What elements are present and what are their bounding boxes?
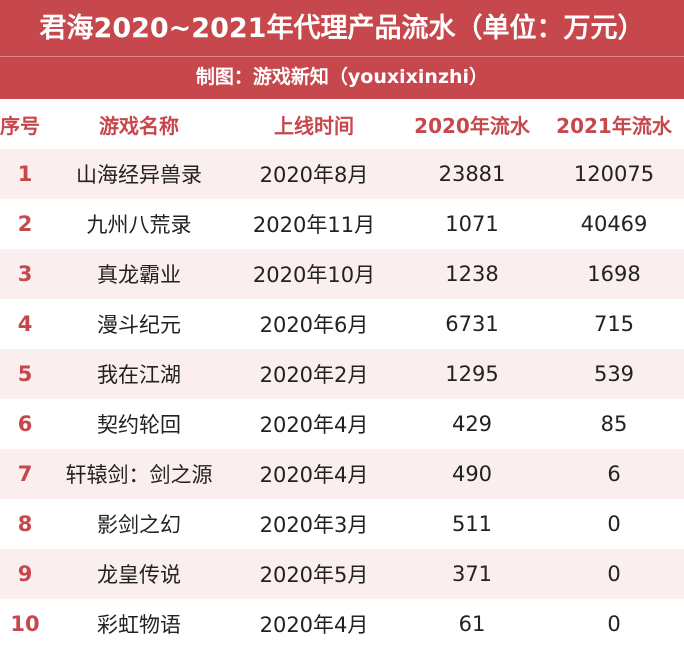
column-header-launch-date: 上线时间 <box>274 113 354 138</box>
table-row: 5 我在江湖 2020年2月 1295 539 <box>0 349 684 399</box>
cell-revenue-2021: 6 <box>544 449 684 499</box>
page-subtitle: 制图：游戏新知（youxixinzhi） <box>195 66 489 88</box>
cell-game-name: 影剑之幻 <box>97 513 181 537</box>
cell-revenue-2021: 715 <box>593 312 635 336</box>
table-header-row: 序号 游戏名称 上线时间 2020年流水 2021年流水 <box>0 99 684 149</box>
cell-rank: 7 <box>0 449 50 499</box>
column-header-revenue-2021: 2021年流水 <box>556 113 672 138</box>
cell-revenue-2021: 0 <box>607 512 621 536</box>
table-body: 1 山海经异兽录 2020年8月 23881 120075 2 九州八荒录 2020年11月 1… <box>0 149 684 649</box>
table-row: 6 契约轮回 2020年4月 429 85 <box>0 399 684 449</box>
cell-revenue-2021: 0 <box>544 549 684 599</box>
cell-game-name: 我在江湖 <box>50 349 228 399</box>
cell-revenue-2021: 1698 <box>544 249 684 299</box>
cell-revenue-2020: 371 <box>400 549 544 599</box>
cell-launch-date: 2020年6月 <box>259 313 369 337</box>
cell-launch-date: 2020年4月 <box>228 449 400 499</box>
cell-revenue-2021: 120075 <box>544 149 684 199</box>
table-row: 3 真龙霸业 2020年10月 1238 1698 <box>0 249 684 299</box>
cell-rank: 5 <box>0 349 50 399</box>
cell-revenue-2020: 429 <box>451 412 493 436</box>
cell-revenue-2020: 1071 <box>445 212 499 236</box>
cell-revenue-2021: 40469 <box>580 212 648 236</box>
cell-revenue-2021: 85 <box>600 412 628 436</box>
cell-rank: 2 <box>17 212 33 236</box>
cell-launch-date: 2020年2月 <box>228 349 400 399</box>
cell-revenue-2020: 61 <box>458 612 486 636</box>
cell-rank: 9 <box>0 549 50 599</box>
cell-revenue-2020: 23881 <box>400 149 544 199</box>
table-row: 9 龙皇传说 2020年5月 371 0 <box>0 549 684 599</box>
cell-revenue-2021: 0 <box>607 612 621 636</box>
cell-game-name: 真龙霸业 <box>50 249 228 299</box>
column-header-game-name: 游戏名称 <box>99 113 179 138</box>
cell-rank: 1 <box>0 149 50 199</box>
table-row: 2 九州八荒录 2020年11月 1071 40469 <box>0 199 684 249</box>
cell-launch-date: 2020年11月 <box>252 213 376 237</box>
cell-launch-date: 2020年5月 <box>228 549 400 599</box>
cell-revenue-2020: 6731 <box>445 312 499 336</box>
column-header-revenue-2020: 2020年流水 <box>414 113 530 138</box>
cell-launch-date: 2020年8月 <box>228 149 400 199</box>
cell-rank: 3 <box>0 249 50 299</box>
cell-game-name: 山海经异兽录 <box>50 149 228 199</box>
header-banner: 君海2020~2021年代理产品流水（单位：万元） 制图：游戏新知（youxix… <box>0 0 684 99</box>
cell-rank: 8 <box>17 512 33 536</box>
table-row: 8 影剑之幻 2020年3月 511 0 <box>0 499 684 549</box>
cell-revenue-2020: 511 <box>451 512 493 536</box>
cell-rank: 4 <box>17 312 33 336</box>
cell-launch-date: 2020年4月 <box>259 613 369 637</box>
cell-launch-date: 2020年4月 <box>259 413 369 437</box>
cell-revenue-2020: 1238 <box>400 249 544 299</box>
column-header-rank: 序号 <box>0 113 40 138</box>
cell-revenue-2021: 539 <box>544 349 684 399</box>
cell-game-name: 龙皇传说 <box>50 549 228 599</box>
table-row: 7 轩辕剑：剑之源 2020年4月 490 6 <box>0 449 684 499</box>
cell-launch-date: 2020年10月 <box>228 249 400 299</box>
table-row: 10 彩虹物语 2020年4月 61 0 <box>0 599 684 649</box>
page-title: 君海2020~2021年代理产品流水（单位：万元） <box>39 13 645 44</box>
cell-game-name: 九州八荒录 <box>86 213 192 237</box>
revenue-table: 序号 游戏名称 上线时间 2020年流水 2021年流水 1 山海经异兽录 2020… <box>0 99 684 649</box>
cell-rank: 10 <box>10 612 40 636</box>
header-divider <box>0 56 684 57</box>
table-row: 1 山海经异兽录 2020年8月 23881 120075 <box>0 149 684 199</box>
cell-revenue-2020: 1295 <box>400 349 544 399</box>
cell-game-name: 漫斗纪元 <box>97 313 181 337</box>
cell-game-name: 契约轮回 <box>97 413 181 437</box>
cell-revenue-2020: 490 <box>400 449 544 499</box>
cell-game-name: 彩虹物语 <box>97 613 181 637</box>
cell-game-name: 轩辕剑：剑之源 <box>50 449 228 499</box>
table-row: 4 漫斗纪元 2020年6月 6731 715 <box>0 299 684 349</box>
cell-rank: 6 <box>17 412 33 436</box>
cell-launch-date: 2020年3月 <box>259 513 369 537</box>
